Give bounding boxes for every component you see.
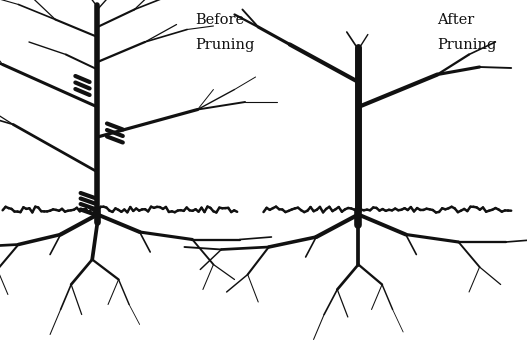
Text: Before
Pruning: Before Pruning	[195, 13, 255, 51]
Text: After
Pruning: After Pruning	[437, 13, 497, 51]
